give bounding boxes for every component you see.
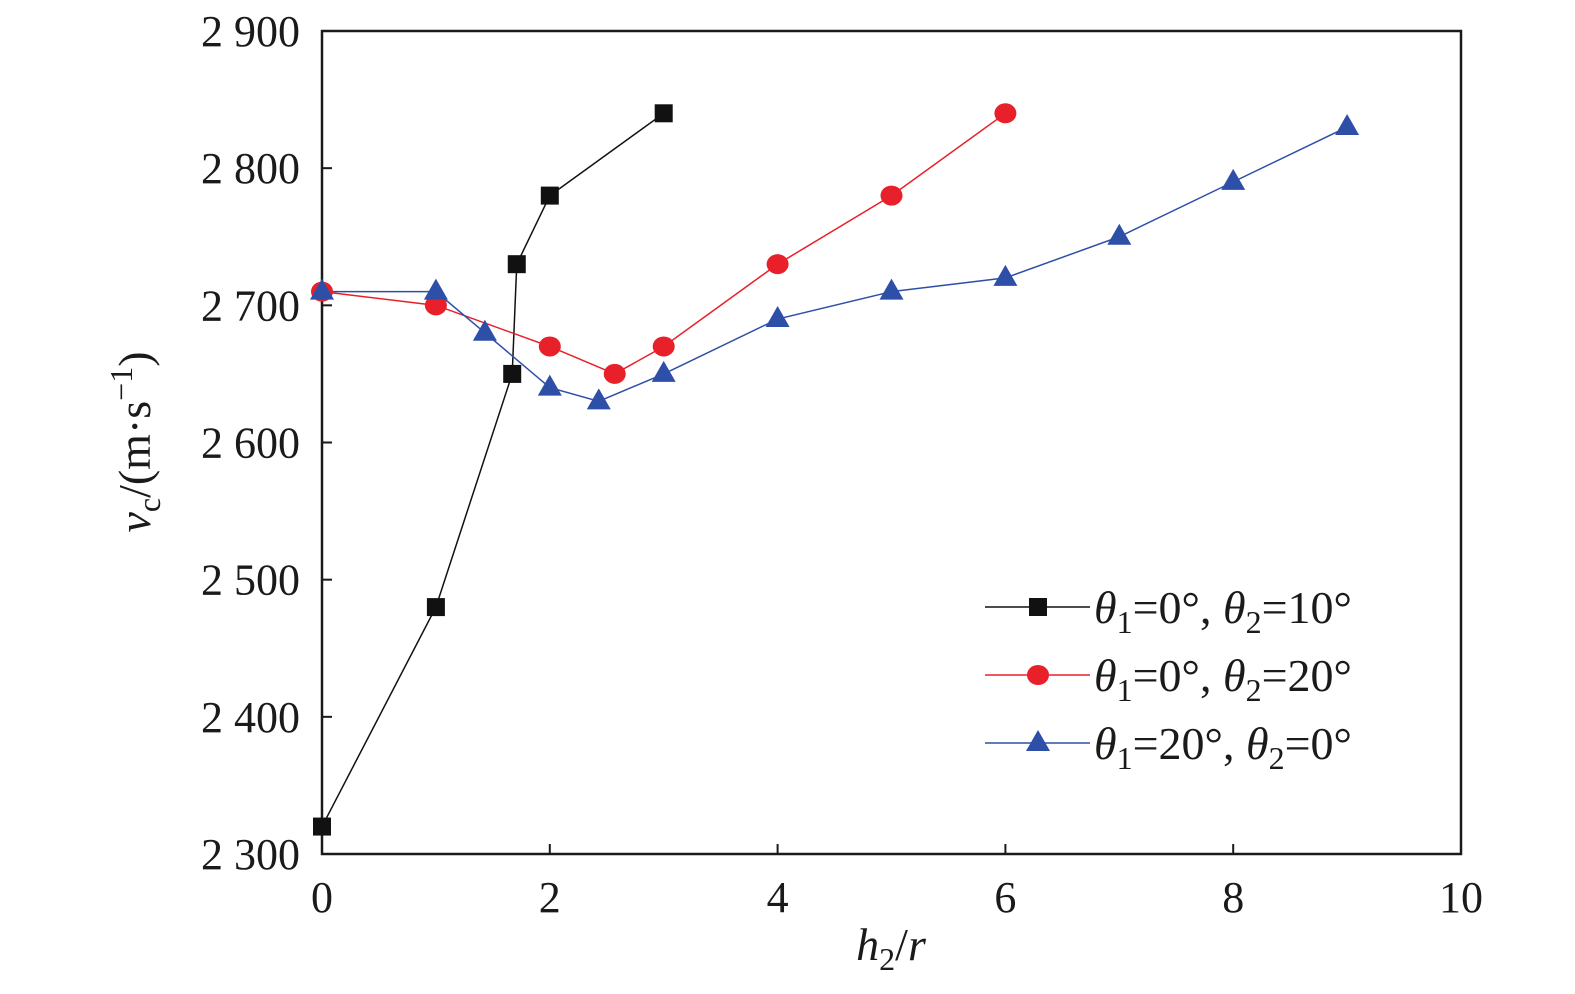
data-point-series-3	[1335, 114, 1360, 136]
x-tick-label: 6	[994, 873, 1016, 922]
data-point-series-1	[313, 817, 331, 836]
data-point-series-3	[993, 264, 1018, 286]
data-point-series-2	[603, 363, 626, 384]
data-point-series-2	[652, 336, 675, 357]
legend-label-series-1: θ1=0°, θ2=10°	[1094, 582, 1352, 640]
data-point-series-3	[537, 374, 562, 396]
x-tick-label: 4	[767, 873, 789, 922]
data-point-series-1	[503, 364, 522, 383]
data-point-series-3	[310, 278, 334, 300]
data-point-series-3	[1107, 223, 1132, 245]
legend-marker-series-1	[1029, 598, 1047, 616]
series-lines	[321, 112, 1348, 827]
y-tick-label: 2 400	[201, 693, 300, 742]
data-point-series-2	[424, 295, 447, 316]
x-tick-label: 0	[311, 873, 333, 922]
legend-marker-series-3	[1026, 730, 1050, 751]
y-tick-label: 2 500	[201, 556, 300, 605]
y-axis-label: vc/(m·s−1)	[103, 351, 167, 532]
legend-item-series-1: θ1=0°, θ2=10°	[985, 582, 1352, 640]
data-point-series-3	[423, 278, 448, 300]
series-line-2	[321, 112, 1006, 375]
data-point-series-3	[765, 306, 790, 328]
x-tick-label: 8	[1222, 873, 1244, 922]
data-point-series-2	[766, 254, 789, 275]
x-tick-label: 2	[539, 873, 561, 922]
x-axis-label: h2/r	[856, 919, 927, 977]
data-point-series-1	[654, 104, 673, 123]
y-tick-label: 2 700	[201, 281, 300, 330]
x-tick-label: 10	[1439, 873, 1483, 922]
legend-label-series-3: θ1=20°, θ2=0°	[1094, 718, 1352, 776]
series-line-1	[321, 112, 665, 827]
data-point-series-3	[879, 278, 904, 300]
legend-item-series-2: θ1=0°, θ2=20°	[985, 650, 1352, 708]
axis-ticks: 0 2 4 6 8 10 2 300 2 400 2 500 2 600 2 700 2 800 2 9…	[201, 7, 1483, 922]
legend: θ1=0°, θ2=10° θ1=0°, θ2=20° θ1=20°, θ2=0…	[985, 582, 1352, 776]
legend-marker-series-2	[1027, 665, 1049, 685]
series-line-3	[322, 126, 1348, 403]
y-tick-label: 2 900	[201, 7, 300, 56]
legend-item-series-3: θ1=20°, θ2=0°	[985, 718, 1352, 776]
data-point-series-2	[880, 185, 903, 206]
y-tick-label: 2 800	[201, 144, 300, 193]
data-point-series-3	[586, 388, 611, 410]
y-tick-label: 2 300	[201, 830, 300, 879]
data-point-series-1	[426, 598, 445, 617]
data-point-series-3	[472, 319, 497, 341]
legend-label-series-2: θ1=0°, θ2=20°	[1094, 650, 1352, 708]
data-point-series-1	[507, 255, 526, 274]
series-markers	[310, 103, 1360, 836]
data-point-series-2	[538, 336, 561, 357]
y-tick-label: 2 600	[201, 419, 300, 468]
data-point-series-3	[1221, 168, 1246, 190]
data-point-series-3	[651, 360, 676, 382]
data-point-series-2	[994, 103, 1017, 124]
data-point-series-1	[540, 186, 559, 205]
